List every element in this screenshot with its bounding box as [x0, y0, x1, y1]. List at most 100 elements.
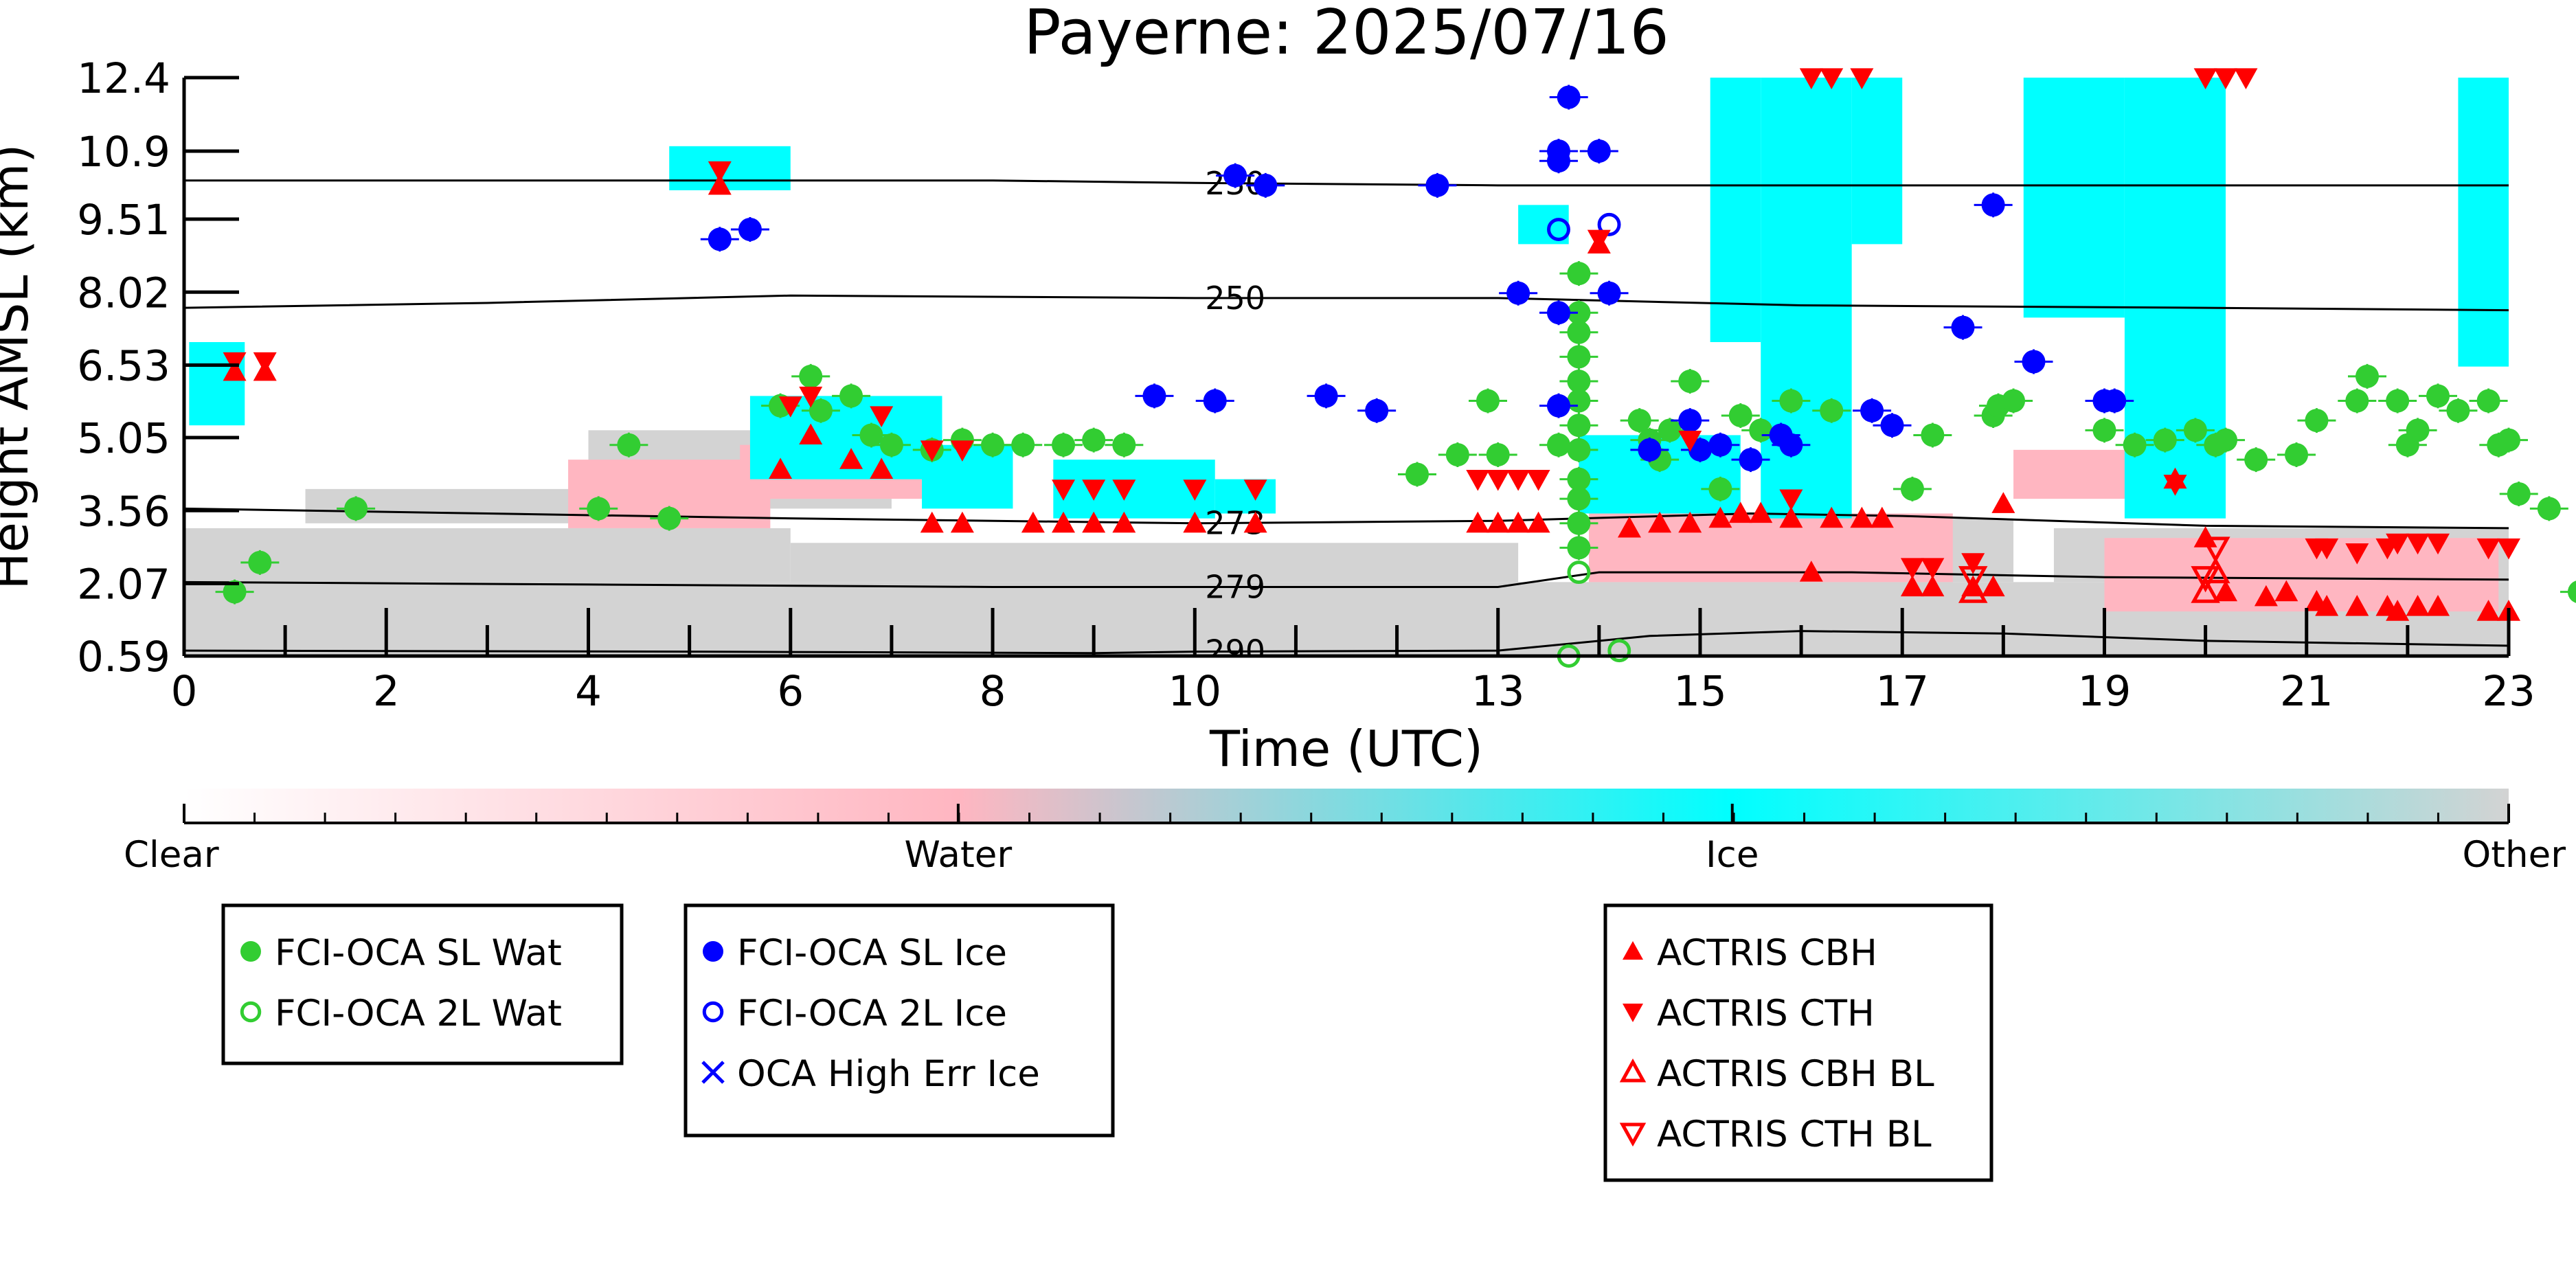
point-fci-oca-sl-wat — [1052, 433, 1076, 457]
point-fci-oca-sl-wat — [1627, 409, 1651, 433]
y-tick-label: 2.07 — [77, 560, 170, 609]
fill-ice-16 — [1053, 460, 1215, 519]
legend-marker-0 — [240, 941, 261, 962]
point-fci-oca-sl-wat — [1445, 442, 1469, 466]
point-actris-cbh — [2426, 594, 2450, 616]
point-fci-oca-sl-wat — [2345, 389, 2369, 413]
y-tick-label: 12.4 — [77, 54, 170, 103]
legend-label-2: FCI-OCA SL Ice — [737, 932, 1007, 974]
point-actris-cbh — [950, 511, 974, 533]
point-fci-oca-sl-ice — [2022, 350, 2046, 374]
point-actris-cbh — [920, 511, 944, 533]
point-fci-oca-sl-wat — [2092, 418, 2116, 442]
point-actris-cth — [1466, 470, 1490, 491]
point-actris-cbh — [1617, 516, 1641, 538]
point-actris-cth — [920, 440, 944, 462]
point-fci-oca-sl-wat — [2426, 384, 2450, 408]
point-fci-oca-sl-wat — [1658, 418, 1682, 442]
legend-marker-6 — [1623, 1004, 1643, 1022]
legend-label-3: FCI-OCA 2L Ice — [737, 993, 1007, 1035]
contour-line-230 — [184, 179, 2509, 187]
point-actris-cbh — [1728, 501, 1752, 523]
markers — [215, 68, 2576, 668]
point-actris-cbh — [1112, 511, 1136, 533]
cloud-phase-fills — [184, 78, 2509, 656]
fill-ice-17 — [1214, 479, 1276, 514]
point-fci-oca-sl-wat — [2153, 428, 2177, 452]
point-fci-oca-sl-ice — [1779, 433, 1803, 457]
point-fci-oca-sl-wat — [1476, 389, 1500, 413]
point-fci-oca-sl-ice — [1546, 139, 1570, 163]
legend-label-1: FCI-OCA 2L Wat — [275, 993, 562, 1035]
contour-line-279 — [184, 571, 2509, 588]
point-fci-oca-sl-ice — [1203, 389, 1227, 413]
point-fci-oca-2l-wat — [1567, 561, 1591, 585]
point-actris-cth — [1052, 479, 1076, 501]
x-tick-label: 13 — [1471, 667, 1525, 716]
point-fci-oca-2l-ice — [1547, 218, 1570, 241]
point-fci-oca-sl-wat — [1567, 320, 1591, 344]
point-actris-cth — [1900, 558, 1924, 579]
chart-title: Payerne: 2025/07/16 — [1024, 0, 1669, 69]
point-actris-cbh — [1052, 511, 1076, 533]
fill-other-2 — [790, 543, 1519, 583]
point-actris-cth — [2476, 538, 2500, 560]
x-tick-label: 0 — [171, 667, 198, 716]
point-actris-cth — [2214, 68, 2238, 89]
point-fci-oca-sl-wat — [2567, 580, 2576, 603]
fill-ice-23 — [1851, 78, 1903, 245]
fill-ice-24 — [2023, 78, 2125, 318]
point-actris-cbh — [1820, 506, 1844, 528]
point-actris-cth — [1506, 470, 1530, 491]
point-fci-oca-sl-ice — [1739, 448, 1763, 472]
point-actris-cth — [1587, 229, 1611, 251]
point-actris-cbh — [1021, 511, 1045, 533]
legend-marker-3 — [702, 1001, 724, 1023]
point-actris-cth-bl — [2191, 566, 2220, 593]
x-tick-label: 10 — [1168, 667, 1221, 716]
point-actris-cbh-bl — [2191, 576, 2220, 603]
legend-box-2 — [1603, 903, 1993, 1182]
point-fci-oca-sl-wat — [2305, 409, 2329, 433]
point-actris-cbh — [1243, 511, 1267, 533]
point-actris-cth — [1779, 489, 1803, 511]
y-tick-label: 0.59 — [77, 633, 170, 681]
legend-marker-4 — [701, 1061, 725, 1084]
point-fci-oca-sl-ice — [1638, 438, 1662, 462]
point-fci-oca-sl-wat — [1678, 370, 1702, 394]
point-fci-oca-2l-wat — [1607, 639, 1631, 663]
point-actris-cth — [1678, 430, 1702, 452]
point-fci-oca-sl-ice — [1708, 433, 1732, 457]
legend-marker-5 — [1623, 941, 1643, 960]
point-actris-cth — [2163, 475, 2187, 496]
fill-ice-22 — [1710, 78, 1761, 342]
point-fci-oca-sl-wat — [2355, 364, 2380, 388]
point-fci-oca-sl-ice — [738, 218, 762, 242]
point-actris-cth — [2234, 68, 2258, 89]
axes: 0.59 2.07 3.56 5.05 6.53 8.02 9.51 10.9 12.4 0 2 4 6… — [77, 54, 2535, 716]
point-actris-cbh — [2254, 585, 2278, 607]
point-actris-cbh — [1870, 506, 1894, 528]
point-fci-oca-sl-wat — [1567, 345, 1591, 369]
point-fci-oca-sl-ice — [1880, 414, 1904, 438]
point-fci-oca-2l-ice — [1597, 212, 1621, 236]
point-fci-oca-sl-ice — [1951, 315, 1975, 339]
y-tick-label: 5.05 — [77, 414, 170, 463]
point-actris-cbh — [1183, 511, 1207, 533]
point-fci-oca-sl-wat — [223, 580, 247, 604]
point-fci-oca-sl-wat — [1112, 433, 1136, 457]
point-actris-cbh — [2274, 580, 2298, 602]
point-actris-cbh — [1648, 511, 1672, 533]
point-actris-cbh — [2345, 594, 2369, 616]
point-fci-oca-sl-wat — [2183, 418, 2207, 442]
point-actris-cth — [1486, 470, 1510, 491]
y-tick-label: 3.56 — [77, 487, 170, 536]
point-actris-cth — [2345, 543, 2369, 565]
fill-ice-20 — [1761, 78, 1852, 519]
point-actris-cth — [778, 396, 802, 418]
point-actris-cbh — [2315, 594, 2339, 616]
point-fci-oca-sl-wat — [2386, 389, 2410, 413]
point-fci-oca-sl-wat — [657, 506, 681, 530]
point-actris-cbh — [1799, 561, 1823, 582]
point-fci-oca-sl-ice — [1506, 281, 1530, 305]
